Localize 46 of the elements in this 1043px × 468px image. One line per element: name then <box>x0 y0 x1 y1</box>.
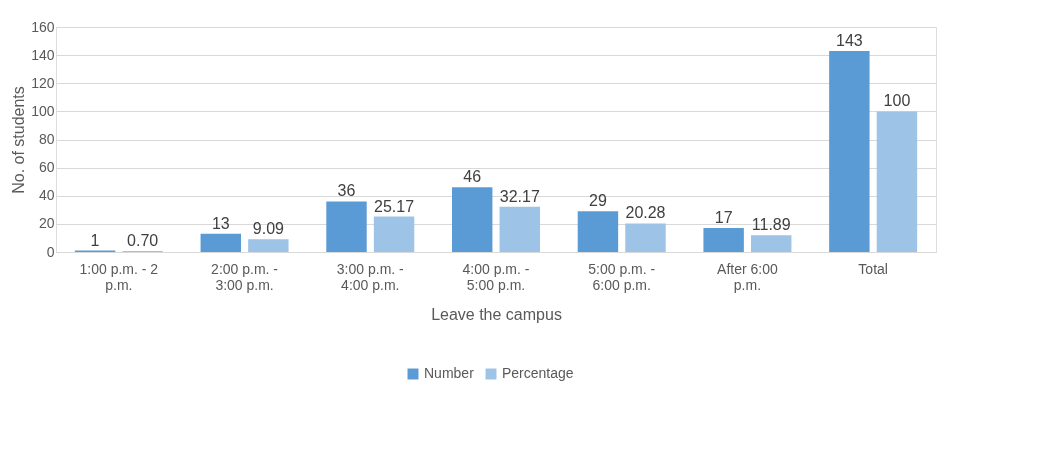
data-label: 143 <box>836 31 863 49</box>
data-label: 13 <box>211 214 230 232</box>
data-label: 29 <box>589 192 607 210</box>
x-tick-label: 2:00 p.m. - 3:00 p.m. <box>211 260 279 293</box>
x-tick-label: 5:00 p.m. - 6:00 p.m. <box>588 260 656 293</box>
bar <box>248 239 289 252</box>
y-tick-label: 0 <box>46 243 55 260</box>
data-label: 46 <box>463 168 482 186</box>
data-label: 100 <box>883 92 911 110</box>
bar <box>499 206 540 252</box>
x-tick-label: 4:00 p.m. - 5:00 p.m. <box>462 260 530 293</box>
bar <box>326 201 367 252</box>
x-tick-label: After 6:00 p.m. <box>717 260 778 293</box>
data-label: 36 <box>337 182 356 200</box>
y-tick-label: 160 <box>31 18 55 35</box>
bar <box>577 211 619 252</box>
bar <box>373 216 415 252</box>
x-axis-title: Leave the campus <box>431 305 562 323</box>
data-label: 11.89 <box>751 216 791 234</box>
bar <box>200 233 241 252</box>
data-label: 25.17 <box>374 197 415 215</box>
data-label: 9.09 <box>252 220 285 238</box>
y-tick-label: 80 <box>38 131 55 147</box>
bar <box>751 235 792 252</box>
y-axis-title: No. of students <box>10 86 28 194</box>
data-label: 0.70 <box>127 232 159 250</box>
bar <box>625 223 666 252</box>
legend-label: Percentage <box>502 365 574 381</box>
data-label: 17 <box>714 209 733 227</box>
data-label: 20.28 <box>625 204 666 222</box>
bar <box>452 187 493 252</box>
bar <box>703 228 744 252</box>
data-label: 1 <box>90 231 100 249</box>
x-tick-label: Total <box>858 260 888 277</box>
legend-label: Number <box>424 365 475 381</box>
x-tick-label: 1:00 p.m. - 2 p.m. <box>79 260 159 293</box>
x-tick-label: 3:00 p.m. - 4:00 p.m. <box>336 260 405 293</box>
y-tick-label: 120 <box>31 74 55 91</box>
data-label: 32.17 <box>499 187 540 205</box>
y-tick-label: 60 <box>38 159 55 176</box>
bar <box>829 50 870 252</box>
y-tick-label: 20 <box>38 215 55 232</box>
y-tick-label: 140 <box>31 46 55 63</box>
y-tick-label: 100 <box>31 102 55 119</box>
y-tick-label: 40 <box>38 187 55 204</box>
bar <box>876 111 918 252</box>
